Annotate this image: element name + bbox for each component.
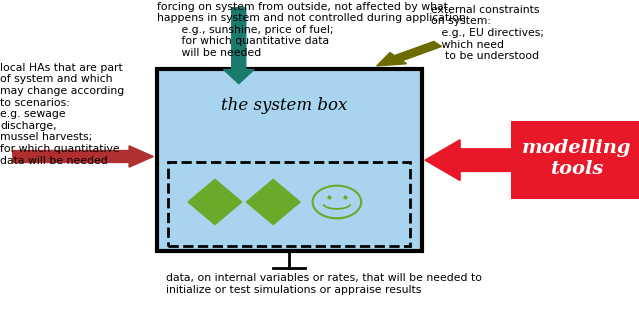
FancyArrow shape bbox=[224, 8, 254, 84]
Polygon shape bbox=[247, 179, 300, 225]
Polygon shape bbox=[188, 179, 242, 225]
FancyArrow shape bbox=[425, 140, 524, 181]
Text: data, on internal variables or rates, that will be needed to
initialize or test : data, on internal variables or rates, th… bbox=[166, 273, 482, 295]
Text: forcing on system from outside, not affected by what
happens in system and not c: forcing on system from outside, not affe… bbox=[157, 2, 469, 58]
Bar bbox=[157, 69, 422, 251]
Text: the system box: the system box bbox=[220, 97, 347, 114]
Bar bbox=[511, 121, 639, 199]
Bar bbox=[168, 162, 410, 246]
Text: local HAs that are part
of system and which
may change according
to scenarios:
e: local HAs that are part of system and wh… bbox=[0, 63, 124, 165]
Text: modelling
tools: modelling tools bbox=[522, 139, 631, 178]
FancyArrow shape bbox=[13, 146, 153, 167]
Text: external constraints
on system:
   e.g., EU directives;
   which need
    to be : external constraints on system: e.g., EU… bbox=[431, 5, 544, 61]
FancyArrow shape bbox=[376, 41, 442, 66]
